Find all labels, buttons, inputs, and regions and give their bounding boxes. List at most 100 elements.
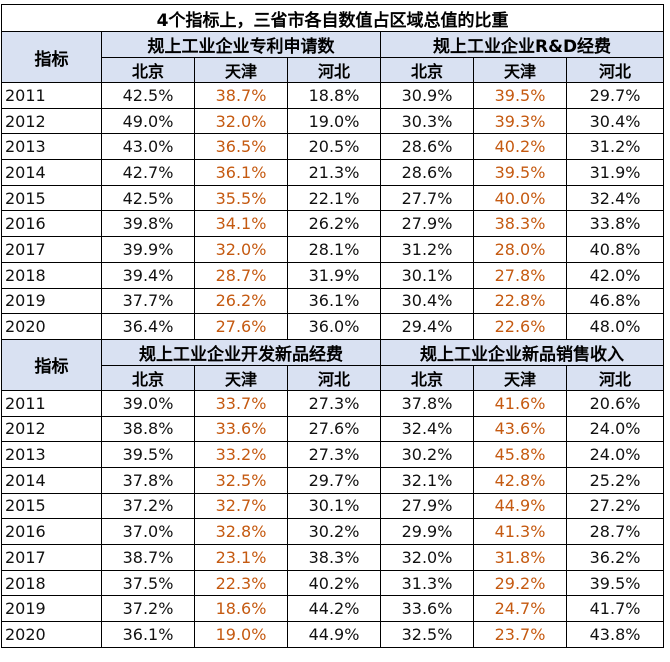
tianjin-value-cell: 40.2% (473, 133, 567, 161)
tianjin-value-cell: 23.7% (473, 621, 567, 648)
value-cell: 37.8% (380, 389, 474, 417)
value-cell: 24.0% (565, 441, 665, 468)
table-row: 2017 39.9% 32.0% 28.1% 31.2% 28.0% 40.8% (1, 236, 665, 263)
tianjin-value-cell: 32.0% (194, 236, 288, 263)
value-cell: 37.0% (101, 518, 195, 545)
tianjin-value-cell: 22.6% (473, 313, 567, 340)
value-cell: 46.8% (565, 287, 665, 315)
value-cell: 28.7% (565, 518, 665, 545)
table-row: 2020 36.4% 27.6% 36.0% 29.4% 22.6% 48.0% (1, 313, 665, 340)
table-row: 2015 37.2% 32.7% 30.1% 27.9% 44.9% 27.2% (1, 492, 665, 520)
value-cell: 39.8% (101, 210, 195, 238)
table-row: 2014 37.8% 32.5% 29.7% 32.1% 42.8% 25.2% (1, 466, 665, 494)
tianjin-value-cell: 44.9% (473, 492, 567, 520)
table-row: 2018 39.4% 28.7% 31.9% 30.1% 27.8% 42.0% (1, 261, 665, 289)
value-cell: 29.9% (380, 518, 474, 545)
value-cell: 28.6% (380, 133, 474, 161)
value-cell: 20.5% (287, 133, 381, 161)
value-cell: 40.8% (565, 236, 665, 263)
tianjin-value-cell: 36.5% (194, 133, 288, 161)
value-cell: 42.5% (101, 184, 195, 212)
table-row: 2013 43.0% 36.5% 20.5% 28.6% 40.2% 31.2% (1, 133, 665, 161)
value-cell: 36.1% (101, 621, 195, 648)
table-row: 2014 42.7% 36.1% 21.3% 28.6% 39.5% 31.9% (1, 159, 665, 186)
value-cell: 32.4% (565, 184, 665, 212)
tianjin-value-cell: 38.7% (194, 82, 288, 109)
year-cell: 2016 (1, 518, 102, 545)
value-cell: 37.5% (101, 569, 195, 597)
table-row: 2018 37.5% 22.3% 40.2% 31.3% 29.2% 39.5% (1, 569, 665, 597)
value-cell: 31.9% (565, 159, 665, 186)
value-cell: 29.7% (287, 466, 381, 494)
city-header: 北京 (101, 57, 195, 83)
tianjin-value-cell: 35.5% (194, 184, 288, 212)
indicator-header: 规上工业企业新品销售收入 (379, 338, 665, 366)
value-cell: 26.2% (287, 210, 381, 238)
indicator-header: 规上工业企业R&D经费 (379, 31, 665, 58)
tianjin-value-cell: 39.3% (473, 107, 567, 135)
tianjin-value-cell: 24.7% (473, 595, 567, 623)
value-cell: 39.9% (101, 236, 195, 263)
value-cell: 31.3% (380, 569, 474, 597)
value-cell: 48.0% (565, 313, 665, 340)
year-cell: 2012 (1, 107, 102, 135)
tianjin-value-cell: 19.0% (194, 621, 288, 648)
tianjin-value-cell: 32.5% (194, 466, 288, 494)
value-cell: 29.7% (565, 82, 665, 109)
value-cell: 27.6% (287, 415, 381, 443)
year-cell: 2014 (1, 466, 102, 494)
value-cell: 32.0% (380, 544, 474, 571)
value-cell: 43.0% (101, 133, 195, 161)
city-header: 天津 (473, 57, 567, 83)
table-row: 2011 42.5% 38.7% 18.8% 30.9% 39.5% 29.7% (1, 82, 665, 109)
tianjin-value-cell: 39.5% (473, 82, 567, 109)
value-cell: 42.7% (101, 159, 195, 186)
year-cell: 2011 (1, 389, 102, 417)
indicator-header: 规上工业企业开发新品经费 (101, 338, 381, 366)
year-cell: 2019 (1, 287, 102, 315)
tianjin-value-cell: 40.0% (473, 184, 567, 212)
value-cell: 32.5% (380, 621, 474, 648)
value-cell: 21.3% (287, 159, 381, 186)
tianjin-value-cell: 32.8% (194, 518, 288, 545)
table-row: 2013 39.5% 33.2% 27.3% 30.2% 45.8% 24.0% (1, 441, 665, 468)
table-row: 2019 37.7% 26.2% 36.1% 30.4% 22.8% 46.8% (1, 287, 665, 315)
tianjin-value-cell: 42.8% (473, 466, 567, 494)
city-header-row: 北京 天津 河北 北京 天津 河北 (2, 364, 665, 391)
year-cell: 2018 (1, 569, 102, 597)
tianjin-value-cell: 36.1% (194, 159, 288, 186)
value-cell: 27.9% (380, 492, 474, 520)
year-cell: 2014 (1, 159, 102, 186)
tianjin-value-cell: 33.6% (194, 415, 288, 443)
value-cell: 42.0% (565, 261, 665, 289)
year-cell: 2015 (1, 492, 102, 520)
value-cell: 36.4% (101, 313, 195, 340)
value-cell: 32.1% (380, 466, 474, 494)
value-cell: 24.0% (565, 415, 665, 443)
table-row: 2020 36.1% 19.0% 44.9% 32.5% 23.7% 43.8% (1, 621, 665, 648)
year-cell: 2020 (1, 313, 102, 340)
value-cell: 36.0% (287, 313, 381, 340)
city-header: 河北 (565, 364, 665, 391)
tianjin-value-cell: 18.6% (194, 595, 288, 623)
value-cell: 37.7% (101, 287, 195, 315)
tianjin-value-cell: 45.8% (473, 441, 567, 468)
value-cell: 30.1% (287, 492, 381, 520)
tianjin-value-cell: 22.3% (194, 569, 288, 597)
tianjin-value-cell: 33.7% (194, 389, 288, 417)
tianjin-value-cell: 33.2% (194, 441, 288, 468)
tianjin-value-cell: 32.0% (194, 107, 288, 135)
value-cell: 20.6% (565, 389, 665, 417)
table-row: 2016 39.8% 34.1% 26.2% 27.9% 38.3% 33.8% (1, 210, 665, 238)
tianjin-value-cell: 28.7% (194, 261, 288, 289)
tianjin-value-cell: 39.5% (473, 159, 567, 186)
table-row: 2012 49.0% 32.0% 19.0% 30.3% 39.3% 30.4% (1, 107, 665, 135)
year-cell: 2011 (1, 82, 102, 109)
value-cell: 30.3% (380, 107, 474, 135)
value-cell: 30.4% (380, 287, 474, 315)
value-cell: 22.1% (287, 184, 381, 212)
value-cell: 28.1% (287, 236, 381, 263)
value-cell: 39.0% (101, 389, 195, 417)
table-title: 4个指标上，三省市各自数值占区域总值的比重 (0, 4, 665, 32)
value-cell: 33.6% (380, 595, 474, 623)
